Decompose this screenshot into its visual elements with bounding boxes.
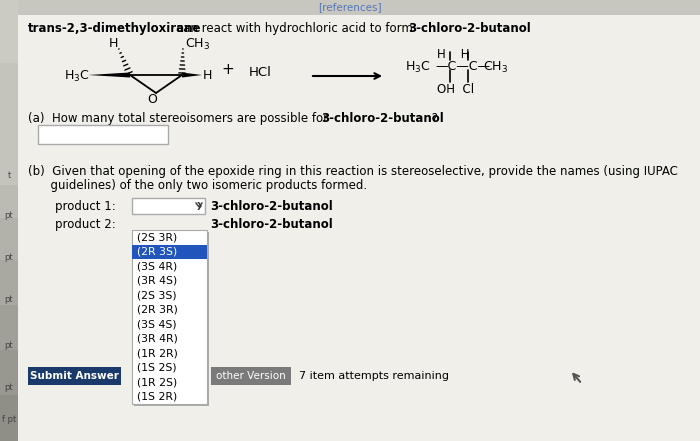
Text: product 2:: product 2: (55, 218, 116, 231)
Text: (2S 3R): (2S 3R) (137, 232, 177, 242)
Text: (2S 3S): (2S 3S) (137, 290, 176, 300)
Text: H$_3$C: H$_3$C (64, 69, 90, 84)
Bar (0, 185, 18, 218)
Text: can react with hydrochloric acid to form: can react with hydrochloric acid to form (173, 22, 416, 35)
Text: 3-chloro-2-butanol: 3-chloro-2-butanol (210, 218, 332, 231)
Bar (0, 260, 18, 305)
Text: Submit Answer: Submit Answer (30, 371, 119, 381)
Text: (a)  How many total stereoisomers are possible for: (a) How many total stereoisomers are pos… (28, 112, 332, 125)
Text: .: . (511, 22, 514, 35)
Text: (3S 4R): (3S 4R) (137, 261, 177, 271)
Text: f pt: f pt (2, 415, 16, 425)
Text: CH$_3$: CH$_3$ (185, 37, 210, 52)
Bar (134, 232, 209, 406)
Text: O: O (147, 93, 157, 106)
Text: [references]: [references] (318, 3, 382, 12)
Bar (0, 218, 18, 260)
Bar (0, 395, 18, 441)
Text: +: + (222, 63, 235, 78)
Text: (1S 2R): (1S 2R) (137, 392, 177, 402)
Text: ❯: ❯ (195, 202, 202, 210)
Text: H: H (109, 37, 118, 50)
Text: (3S 4S): (3S 4S) (137, 319, 176, 329)
Text: t: t (8, 171, 10, 179)
Bar (0, 63, 18, 185)
Text: guidelines) of the only two isomeric products formed.: guidelines) of the only two isomeric pro… (28, 179, 367, 192)
Text: pt: pt (5, 295, 13, 304)
Text: ?: ? (428, 112, 438, 125)
Bar (211, 367, 291, 385)
Text: pt: pt (5, 340, 13, 350)
Text: (3R 4R): (3R 4R) (137, 334, 178, 344)
Text: other Version: other Version (216, 371, 286, 381)
Bar (132, 244, 207, 259)
Text: (2R 3R): (2R 3R) (137, 305, 178, 315)
Text: pt: pt (5, 254, 13, 262)
Bar (0, 350, 18, 395)
Text: (1R 2S): (1R 2S) (137, 377, 177, 387)
Text: OH  Cl: OH Cl (437, 83, 474, 96)
Text: pt: pt (5, 210, 13, 220)
Bar (132, 198, 205, 214)
Text: pt: pt (5, 384, 13, 392)
Text: (2R 3S): (2R 3S) (137, 247, 177, 257)
Text: (1R 2R): (1R 2R) (137, 348, 178, 358)
Text: (1S 2S): (1S 2S) (137, 363, 176, 373)
Text: trans-2,3-dimethyloxirane: trans-2,3-dimethyloxirane (28, 22, 202, 35)
Text: 3-chloro-2-butanol: 3-chloro-2-butanol (210, 200, 332, 213)
Text: H: H (203, 69, 212, 82)
Bar (0, 0, 18, 63)
Text: H    H: H H (437, 48, 470, 61)
Bar (28, 367, 121, 385)
Text: product 1:: product 1: (55, 200, 116, 213)
Text: H$_3$C: H$_3$C (405, 60, 430, 75)
Text: CH$_3$: CH$_3$ (483, 60, 508, 75)
Polygon shape (182, 72, 202, 78)
Text: 7 item attempts remaining: 7 item attempts remaining (299, 371, 449, 381)
Polygon shape (88, 72, 130, 78)
Text: 3-chloro-2-butanol: 3-chloro-2-butanol (408, 22, 531, 35)
Text: 3-chloro-2-butanol: 3-chloro-2-butanol (321, 112, 444, 125)
Text: HCl: HCl (249, 66, 272, 79)
Bar (132, 230, 207, 404)
Bar (0, 305, 18, 350)
Bar (38, 125, 168, 144)
Text: (3R 4S): (3R 4S) (137, 276, 177, 286)
Text: —C—C—: —C—C— (435, 60, 490, 73)
Bar (0, 0, 700, 15)
Text: (b)  Given that opening of the epoxide ring in this reaction is stereoselective,: (b) Given that opening of the epoxide ri… (28, 165, 678, 178)
